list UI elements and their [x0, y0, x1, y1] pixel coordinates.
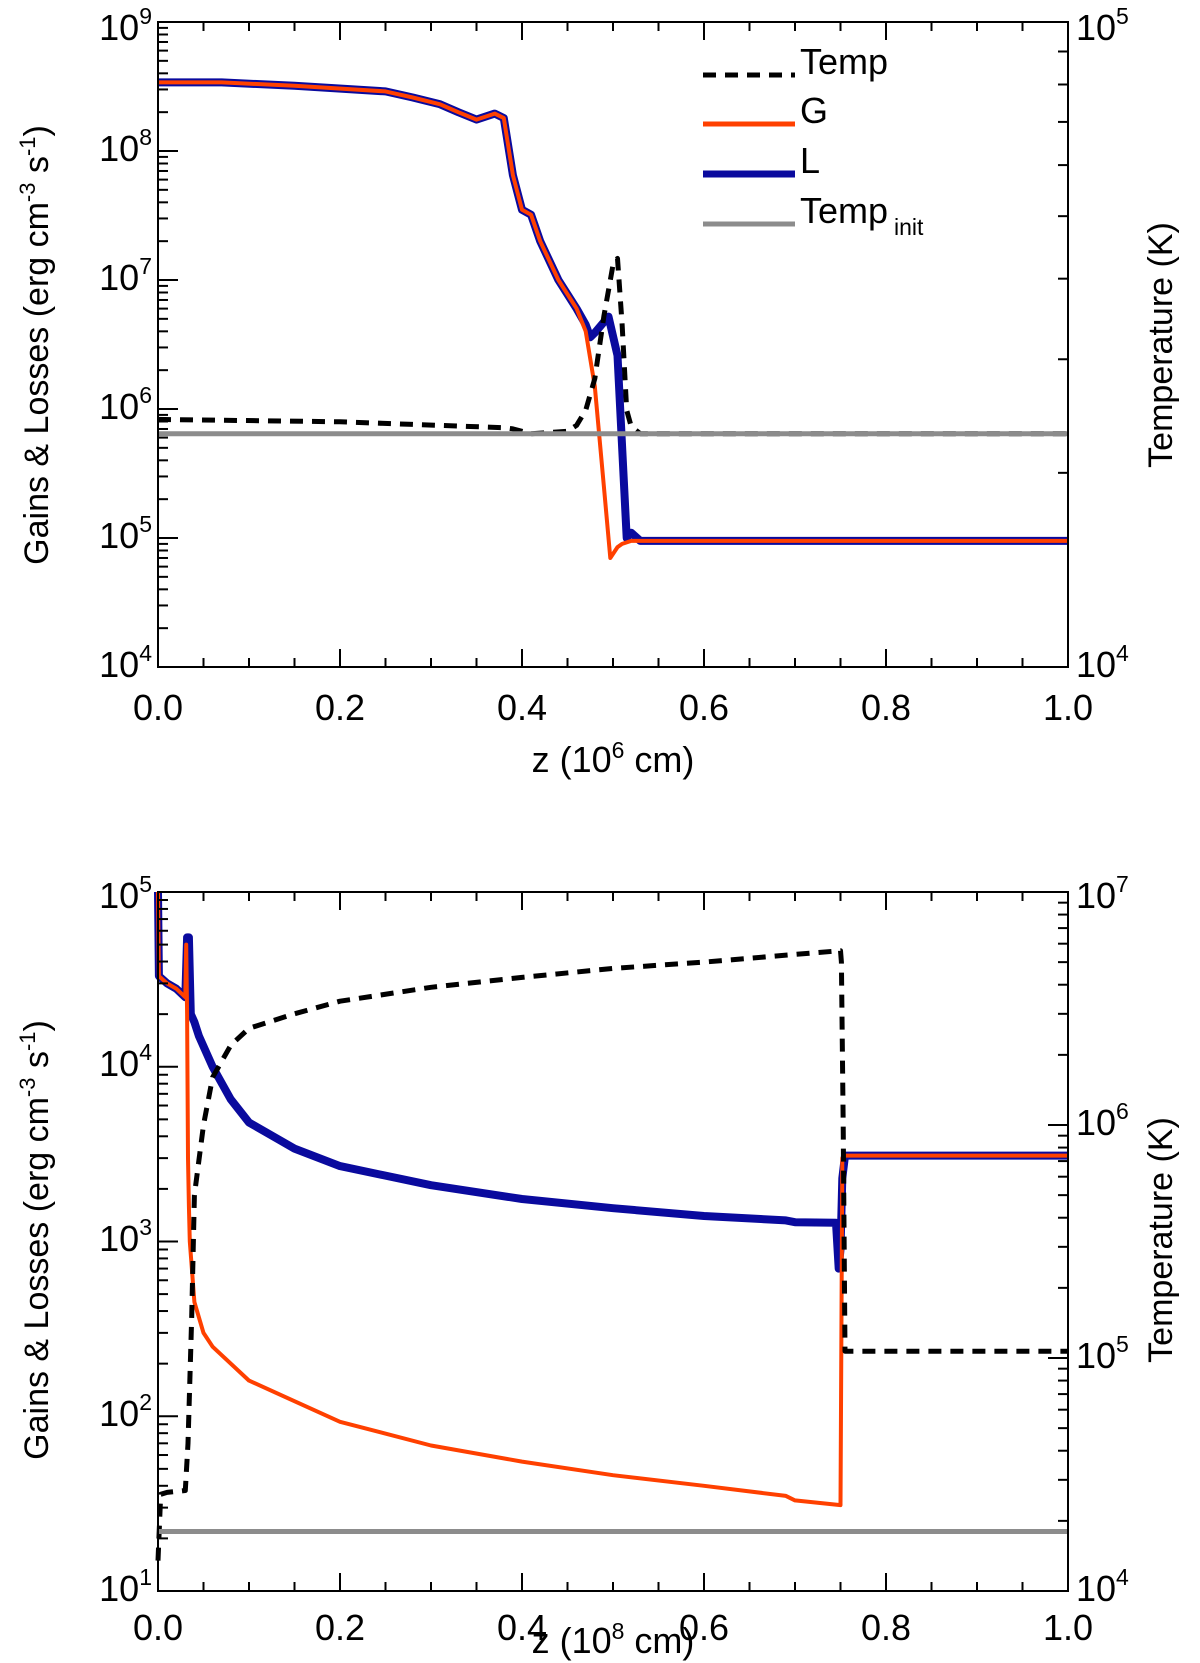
bottom-x-tick-label: 0.6: [679, 1607, 729, 1648]
top-y2-tick-label: 104: [1076, 640, 1129, 685]
top-x-tick-label: 0.2: [315, 687, 365, 728]
top-x-axis-title: z (106 cm): [532, 737, 695, 780]
bottom-y2-tick-label: 105: [1076, 1331, 1129, 1376]
top-y-tick-label: 104: [99, 640, 152, 685]
top-y-tick-label: 108: [99, 124, 152, 169]
bottom-y2-tick-label: 107: [1076, 871, 1129, 916]
bottom-x-tick-label: 0.2: [315, 1607, 365, 1648]
top-series-g-line: [158, 80, 1068, 560]
top-y-tick-label: 107: [99, 253, 152, 298]
top-x-tick-label: 0.6: [679, 687, 729, 728]
top-x-tick-label: 0.0: [133, 687, 183, 728]
top-x-tick-label: 0.8: [861, 687, 911, 728]
top-tick-layer: [157, 21, 1069, 668]
top-x-tick-label: 0.4: [497, 687, 547, 728]
legend-label-temp-init: Temp init: [800, 190, 924, 240]
bottom-y-tick-label: 104: [99, 1039, 152, 1084]
bottom-y-tick-label: 105: [99, 871, 152, 916]
bottom-y-tick-label: 102: [99, 1389, 152, 1434]
bottom-series-l-line: [154, 891, 1068, 1273]
top-y-tick-label: 105: [99, 511, 152, 556]
bottom-y-axis-title: Gains & Losses (erg cm-3 s-1): [15, 1020, 56, 1460]
legend-label-temp: Temp: [800, 41, 888, 82]
bottom-x-tick-label: 0.4: [497, 1607, 547, 1648]
bottom-x-tick-label: 0.8: [861, 1607, 911, 1648]
bottom-plot-frame: [157, 891, 1069, 1592]
bottom-series-layer: [154, 891, 1068, 1561]
top-y2-tick-label: 105: [1076, 3, 1129, 48]
bottom-series-g-line: [156, 891, 1068, 1508]
bottom-y-tick-label: 103: [99, 1214, 152, 1259]
bottom-y2-tick-label: 106: [1076, 1098, 1129, 1143]
bottom-y2-tick-label: 104: [1076, 1564, 1129, 1609]
legend: Temp G L Temp init: [703, 41, 924, 240]
legend-label-gain: G: [800, 90, 828, 131]
top-y-tick-label: 106: [99, 382, 152, 427]
top-y-tick-label: 109: [99, 3, 152, 48]
top-series-layer: [157, 78, 1068, 560]
top-x-tick-label: 1.0: [1043, 687, 1093, 728]
legend-label-loss: L: [800, 140, 820, 181]
top-series-temp-line: [157, 255, 1068, 437]
top-panel: 0.0 0.2 0.4 0.6 0.8 1.0 104 105 106 107 …: [15, 3, 1180, 780]
bottom-series-temp-line: [155, 948, 1068, 1561]
bottom-y-tick-label: 101: [99, 1564, 152, 1609]
bottom-tick-layer: [157, 891, 1069, 1592]
top-y2-axis-title: Temperature (K): [1142, 222, 1180, 468]
bottom-y2-axis-title: Temperature (K): [1142, 1117, 1180, 1363]
bottom-x-tick-label: 1.0: [1043, 1607, 1093, 1648]
bottom-x-axis-title: z (108 cm): [532, 1618, 695, 1661]
top-series-l-line: [158, 78, 1068, 545]
bottom-panel: 0.0 0.2 0.4 0.6 0.8 1.0 101 102 103 104 …: [15, 871, 1180, 1661]
top-y-axis-title: Gains & Losses (erg cm-3 s-1): [15, 125, 56, 565]
bottom-x-tick-label: 0.0: [133, 1607, 183, 1648]
